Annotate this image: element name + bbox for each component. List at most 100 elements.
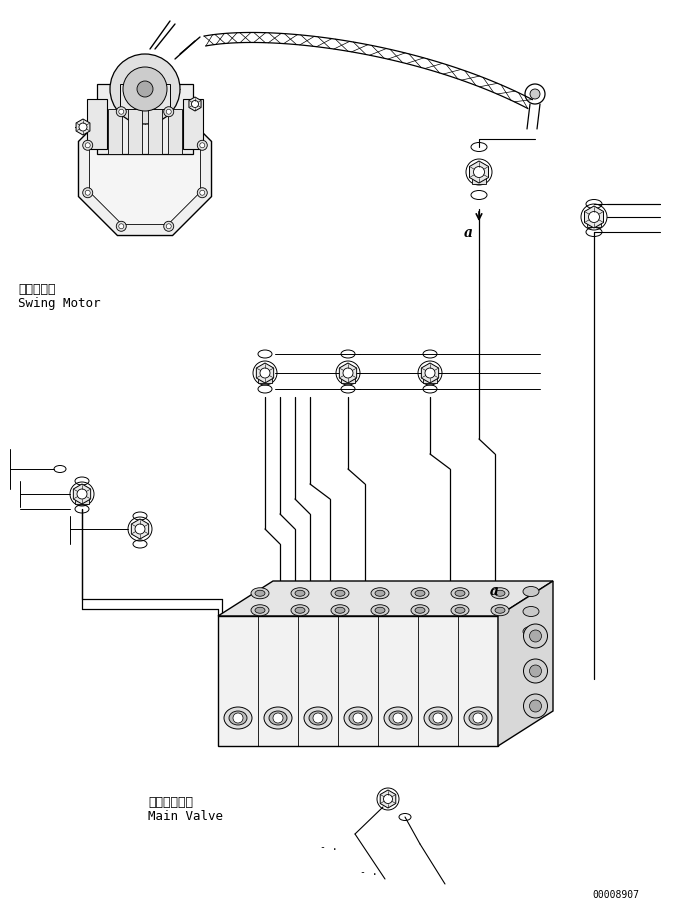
Ellipse shape [455,590,465,597]
Ellipse shape [384,707,412,729]
Circle shape [116,222,126,232]
Ellipse shape [451,605,469,616]
Ellipse shape [415,608,425,614]
Bar [423,374,437,384]
Polygon shape [218,581,553,617]
Circle shape [200,191,205,196]
Circle shape [77,489,87,499]
Ellipse shape [491,589,509,599]
Polygon shape [380,790,396,808]
Circle shape [164,222,174,232]
Ellipse shape [491,605,509,616]
Ellipse shape [309,711,327,725]
Ellipse shape [291,605,309,616]
Bar [87,100,107,149]
Circle shape [191,101,198,108]
Polygon shape [90,115,200,225]
Ellipse shape [375,590,385,597]
Circle shape [530,665,541,677]
Circle shape [135,525,145,535]
Circle shape [273,713,283,723]
Text: a: a [490,583,499,598]
Bar [75,495,89,505]
Bar [587,218,601,228]
Bar [183,100,203,149]
Ellipse shape [523,607,539,617]
Polygon shape [131,519,149,539]
Ellipse shape [375,608,385,614]
Polygon shape [257,363,274,384]
Circle shape [313,713,323,723]
Ellipse shape [411,605,429,616]
Circle shape [353,713,363,723]
Ellipse shape [523,627,539,637]
Ellipse shape [251,605,269,616]
Ellipse shape [411,589,429,599]
Bar [472,173,486,185]
Bar [97,85,193,155]
Ellipse shape [331,605,349,616]
Circle shape [523,694,547,718]
Ellipse shape [451,589,469,599]
Circle shape [523,624,547,649]
Circle shape [164,107,174,118]
Ellipse shape [295,590,305,597]
Text: 旋回モータ: 旋回モータ [18,282,56,296]
Polygon shape [469,162,488,184]
Ellipse shape [255,608,265,614]
Circle shape [79,124,87,132]
Polygon shape [421,363,438,384]
Circle shape [166,110,172,115]
Bar [168,110,182,155]
Ellipse shape [349,711,367,725]
Ellipse shape [371,605,389,616]
Ellipse shape [424,707,452,729]
Circle shape [530,90,540,100]
Ellipse shape [251,589,269,599]
Ellipse shape [371,589,389,599]
Bar [148,110,162,155]
Ellipse shape [455,608,465,614]
Circle shape [473,713,483,723]
Circle shape [83,141,93,151]
Circle shape [530,701,541,712]
Text: a: a [464,226,473,240]
Ellipse shape [495,608,505,614]
Circle shape [119,224,123,230]
Ellipse shape [469,711,487,725]
Polygon shape [73,485,91,505]
Ellipse shape [224,707,252,729]
Ellipse shape [264,707,292,729]
Ellipse shape [464,707,492,729]
Polygon shape [498,581,553,746]
Circle shape [198,141,207,151]
Circle shape [198,189,207,199]
Bar [341,374,355,384]
Polygon shape [218,617,498,746]
Circle shape [83,189,93,199]
Ellipse shape [295,608,305,614]
Ellipse shape [291,589,309,599]
Text: Main Valve: Main Valve [148,809,223,822]
Text: - .: - . [360,866,377,876]
Circle shape [343,369,353,379]
Ellipse shape [415,590,425,597]
Ellipse shape [523,587,539,597]
Bar [128,110,142,155]
Ellipse shape [331,589,349,599]
Circle shape [166,224,172,230]
Circle shape [473,168,484,179]
Ellipse shape [335,590,345,597]
Ellipse shape [304,707,332,729]
Text: - .: - . [320,841,338,851]
Circle shape [119,110,123,115]
Circle shape [425,369,435,379]
Circle shape [123,68,167,112]
Circle shape [260,369,270,379]
Ellipse shape [495,590,505,597]
Circle shape [393,713,403,723]
Polygon shape [189,97,201,112]
Circle shape [233,713,243,723]
Circle shape [523,660,547,683]
Circle shape [137,82,153,97]
